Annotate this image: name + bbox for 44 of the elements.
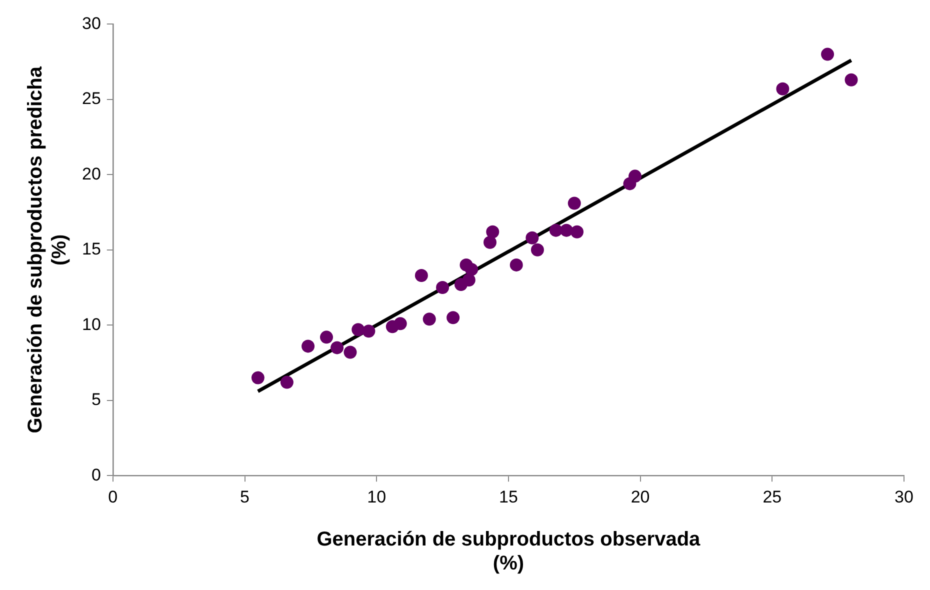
point: [330, 341, 344, 354]
y-tick-label: 5: [91, 390, 101, 410]
point: [362, 324, 376, 338]
point: [414, 268, 428, 282]
x-tick-label: 0: [108, 487, 118, 506]
point: [483, 236, 496, 249]
point: [436, 281, 450, 294]
x-tick-label: 10: [367, 487, 386, 506]
point: [251, 371, 264, 384]
point: [422, 312, 436, 326]
point: [628, 170, 642, 183]
x-tick-label: 15: [498, 487, 518, 506]
point: [560, 224, 573, 237]
x-tick-label: 20: [630, 487, 650, 506]
point: [526, 231, 539, 244]
y-tick-label: 15: [82, 240, 101, 259]
y-tick-label: 25: [82, 89, 101, 108]
point: [344, 346, 357, 359]
point: [844, 73, 858, 86]
point: [821, 48, 834, 61]
point: [446, 311, 460, 324]
y-tick-label: 30: [82, 14, 101, 33]
point: [776, 82, 790, 96]
point: [570, 225, 584, 238]
point: [568, 196, 581, 210]
y-tick-label: 0: [91, 465, 101, 484]
point: [320, 330, 334, 344]
point: [549, 224, 562, 237]
point: [486, 225, 500, 238]
point: [462, 273, 476, 286]
point: [530, 243, 544, 256]
point: [280, 376, 294, 389]
x-axis-title: Generación de subproductos observada (%): [316, 528, 702, 575]
point: [302, 340, 315, 353]
y-axis-title: Generación de subproductos predicha (%): [24, 66, 71, 434]
point: [352, 323, 365, 336]
y-tick-label: 10: [82, 314, 101, 334]
x-tick-label: 30: [894, 487, 914, 506]
y-tick-label: 20: [82, 164, 101, 184]
x-tick-label: 25: [762, 487, 782, 506]
point: [510, 258, 523, 272]
point: [394, 317, 407, 330]
x-tick-label: 5: [240, 487, 250, 506]
point: [465, 262, 478, 276]
